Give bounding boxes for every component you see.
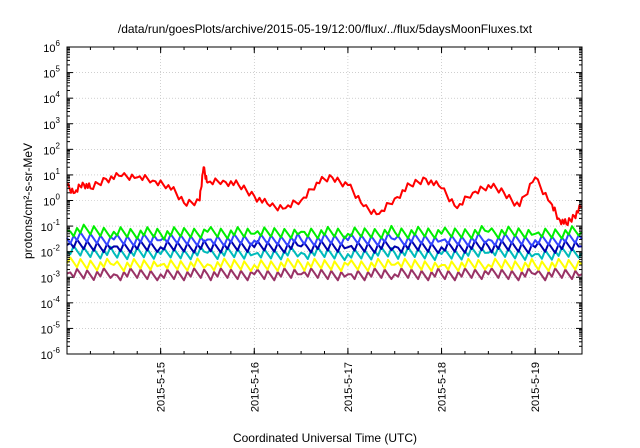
x-tick-label: 2015-5-15: [156, 362, 168, 412]
y-tick-label: 10-1: [41, 218, 61, 234]
series-line: [66, 223, 583, 241]
series-line: [66, 256, 583, 272]
y-tick-label: 10-4: [41, 295, 61, 311]
y-axis-title: protons/cm²-s-sr-MeV: [21, 143, 35, 259]
x-axis-title: Coordinated Universal Time (UTC): [233, 431, 417, 445]
y-tick-label: 105: [43, 65, 60, 81]
x-tick-label: 2015-5-19: [530, 362, 542, 412]
y-tick-label: 10-5: [41, 320, 61, 336]
y-tick-label: 101: [43, 167, 60, 183]
y-tick-label: 104: [43, 90, 60, 106]
y-tick-labels: 10-6 10-5 10-4 10-3 10-2 10-1 100 101 102 103 104 1…: [41, 39, 61, 362]
y-tick-label: 10-2: [41, 244, 61, 260]
series-line: [66, 244, 583, 262]
series-line: [66, 238, 583, 255]
x-tick-label: 2015-5-18: [437, 362, 449, 412]
series-line: [66, 267, 583, 282]
plot-area-frame: [66, 46, 583, 355]
x-tick-label: 2015-5-17: [343, 362, 355, 412]
series-layer: [66, 166, 583, 282]
series-line: [66, 166, 583, 227]
y-tick-label: 106: [43, 39, 60, 55]
grid-lines: [67, 47, 582, 354]
y-tick-label: 103: [43, 116, 60, 132]
x-tick-label: 2015-5-16: [249, 362, 261, 412]
axis-ticks: [66, 46, 583, 355]
chart-title: /data/run/goesPlots/archive/2015-05-19/1…: [118, 22, 533, 36]
y-tick-label: 10-3: [41, 269, 61, 285]
x-tick-labels: 2015-5-15 2015-5-16 2015-5-17 2015-5-18 2015…: [156, 362, 543, 412]
y-tick-label: 10-6: [41, 346, 61, 362]
y-tick-label: 102: [43, 141, 60, 157]
y-tick-label: 100: [43, 193, 60, 209]
